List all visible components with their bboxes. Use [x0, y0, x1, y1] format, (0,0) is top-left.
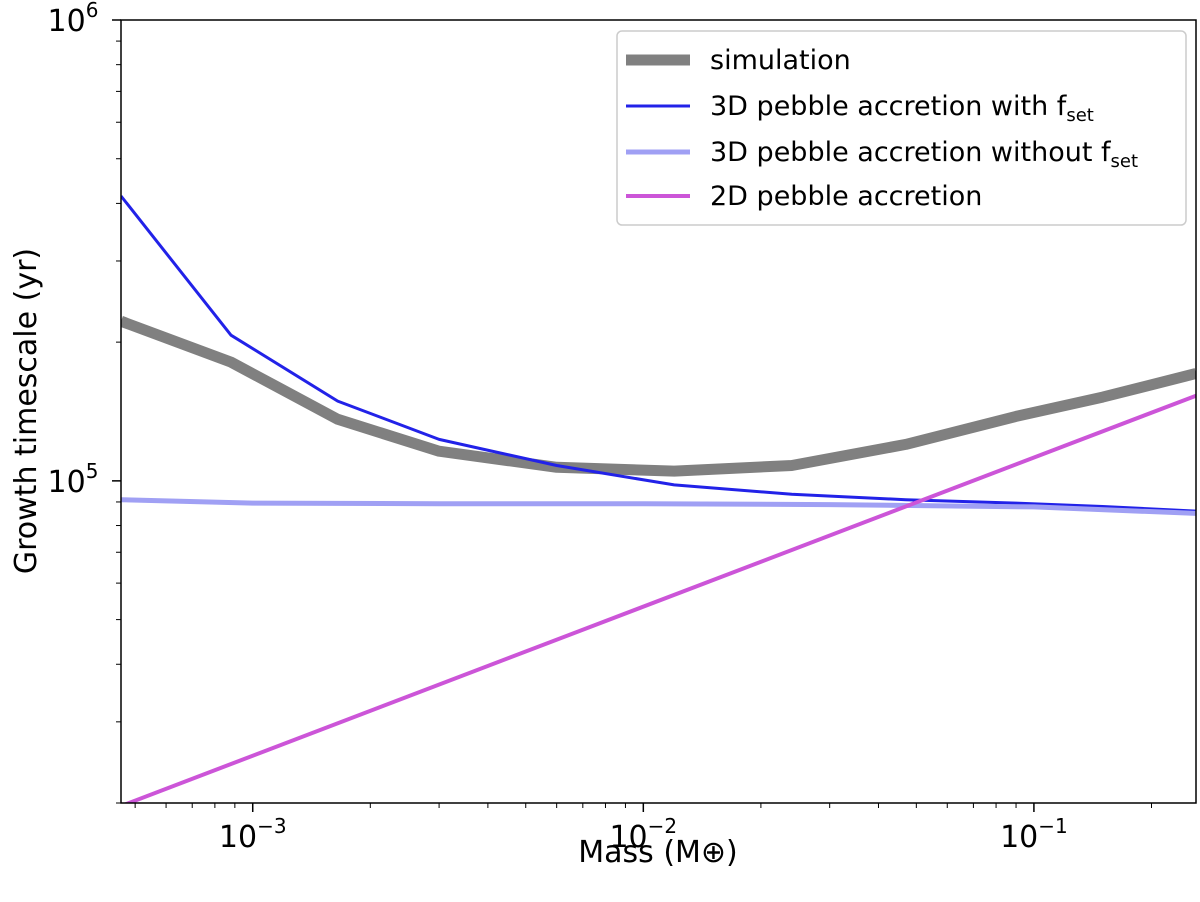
series-line-1: [121, 195, 1196, 513]
x-axis-label: Mass (M⊕): [578, 835, 738, 870]
legend-box: [616, 30, 1187, 226]
x-tick-label: 10−3: [219, 814, 287, 855]
series-line-2: [121, 497, 1196, 516]
x-tick-label: 10−1: [1000, 814, 1068, 855]
series-line-0: [121, 316, 1196, 477]
legend-label-2: 3D pebble accretion without fset: [710, 137, 1138, 172]
legend-label-1: 3D pebble accretion with fset: [710, 91, 1094, 126]
y-axis-label: Growth timescale (yr): [9, 248, 44, 574]
series-line-3: [123, 393, 1196, 803]
y-tick-label: 106: [48, 0, 99, 39]
y-tick-label: 105: [48, 459, 99, 500]
legend-label-0: simulation: [710, 45, 851, 76]
legend-label-3: 2D pebble accretion: [710, 181, 982, 212]
series-layer: [121, 195, 1196, 803]
plot-frame: [120, 19, 1197, 804]
legend: simulation 3D pebble accretion with fset 3…: [616, 30, 1187, 226]
